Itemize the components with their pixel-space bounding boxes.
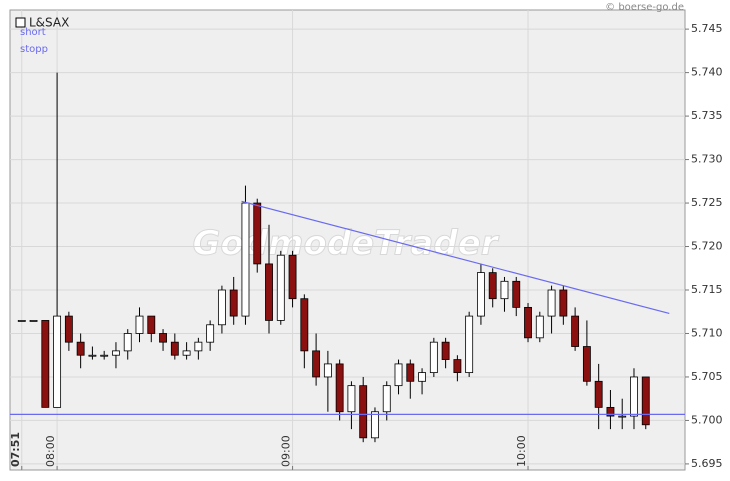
x-tick-label: 08:00 xyxy=(44,435,57,467)
candle-body xyxy=(359,385,368,439)
y-tick-label: 5.740 xyxy=(691,66,723,79)
candle-body xyxy=(276,254,285,321)
candle-body xyxy=(206,324,215,343)
candle-body xyxy=(524,306,532,339)
candle-body xyxy=(312,350,321,378)
candle-body xyxy=(394,363,403,387)
legend-label: stopp xyxy=(20,44,48,55)
candle-body xyxy=(559,289,568,317)
candle-body xyxy=(147,315,156,334)
candle-body xyxy=(88,354,97,357)
candle-body xyxy=(547,289,556,317)
candle-body xyxy=(300,298,309,352)
candle-body xyxy=(53,315,62,408)
x-tick-label: 07:51 xyxy=(9,432,22,467)
y-tick-label: 5.705 xyxy=(691,370,723,383)
trend-line xyxy=(241,200,670,315)
candle-body xyxy=(476,272,485,317)
candle-body xyxy=(512,280,521,308)
candle-body xyxy=(406,363,415,382)
y-tick-label: 5.700 xyxy=(691,413,723,426)
candle-body xyxy=(170,341,179,356)
candle-body xyxy=(241,202,250,317)
y-tick-label: 5.730 xyxy=(691,153,723,166)
candle-body xyxy=(429,341,438,374)
candle-body xyxy=(465,315,474,374)
candle-body xyxy=(76,341,85,356)
x-tick-label: 09:00 xyxy=(280,435,293,467)
y-tick-label: 5.710 xyxy=(691,326,723,339)
source: © boerse-go.de xyxy=(605,2,684,13)
candle-body xyxy=(453,359,462,374)
candle-body xyxy=(29,320,38,322)
candle-body xyxy=(41,320,50,408)
candle-body xyxy=(194,341,203,352)
legend-swatch xyxy=(15,17,26,28)
legend-label: L&SAX xyxy=(29,16,69,30)
candle-body xyxy=(606,406,615,417)
candle-body xyxy=(159,333,167,343)
candle-body xyxy=(535,315,544,339)
candle-body xyxy=(418,372,426,382)
y-tick-label: 5.725 xyxy=(691,196,723,209)
candle-body xyxy=(347,385,356,413)
y-tick-label: 5.715 xyxy=(691,283,723,296)
candle-body xyxy=(335,363,344,413)
candle-body xyxy=(17,320,26,322)
candle-body xyxy=(135,315,144,334)
candle-body xyxy=(382,385,391,413)
candle-body xyxy=(582,346,591,382)
legend-label: short xyxy=(20,27,46,38)
y-tick-label: 5.745 xyxy=(691,22,723,35)
candle-body xyxy=(571,315,580,347)
candle-body xyxy=(265,263,273,321)
candle-body xyxy=(441,341,450,360)
y-tick-label: 5.735 xyxy=(691,109,723,122)
candle-body xyxy=(641,376,650,426)
candle-body xyxy=(618,415,627,418)
candle-body xyxy=(630,376,638,417)
candle-body xyxy=(594,380,603,408)
x-tick-label: 10:00 xyxy=(515,435,528,467)
candle-body xyxy=(323,363,332,378)
candle-body xyxy=(488,272,497,300)
candle-body xyxy=(64,315,73,343)
y-tick-label: 5.695 xyxy=(691,457,723,470)
candle-body xyxy=(217,289,226,326)
y-tick-label: 5.720 xyxy=(691,240,723,253)
candle-body xyxy=(123,333,132,352)
candle-body xyxy=(371,411,379,439)
candle-body xyxy=(100,354,109,357)
candle-body xyxy=(288,254,297,300)
candle-body xyxy=(229,289,238,317)
candle-body xyxy=(182,350,191,356)
candle-body xyxy=(500,280,509,300)
candle-body xyxy=(253,202,262,265)
candle-body xyxy=(112,350,120,356)
